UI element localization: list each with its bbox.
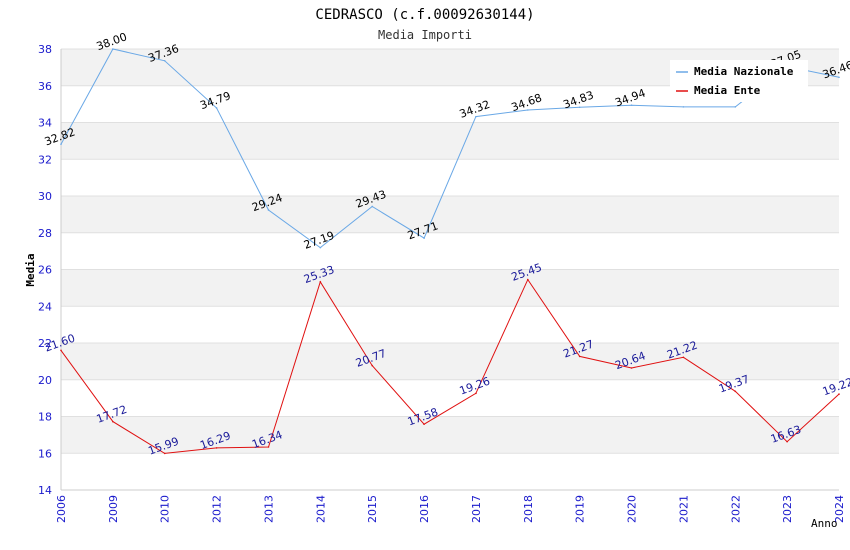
data-point xyxy=(682,106,685,108)
legend: Media Nazionale Media Ente xyxy=(670,60,808,102)
grid-band xyxy=(61,453,839,490)
x-tick-label: 2020 xyxy=(626,495,639,523)
x-tick-label: 2010 xyxy=(159,495,172,523)
y-axis-ticks: 14 16 18 20 22 24 26 28 30 32 34 36 38 xyxy=(38,43,52,497)
data-point xyxy=(527,278,529,281)
data-point xyxy=(786,440,788,443)
data-point xyxy=(163,452,166,455)
data-point xyxy=(267,209,270,211)
y-tick-label: 34 xyxy=(38,117,52,130)
x-tick-label: 2021 xyxy=(677,495,690,523)
x-tick-label: 2023 xyxy=(781,495,794,523)
y-tick-label: 16 xyxy=(38,447,52,460)
data-point xyxy=(734,106,737,108)
data-point xyxy=(112,48,114,50)
data-point xyxy=(371,364,374,367)
grid-band xyxy=(61,306,839,343)
grid-band xyxy=(61,232,839,270)
data-point xyxy=(475,392,477,395)
data-point xyxy=(319,246,322,249)
y-tick-label: 24 xyxy=(38,300,52,313)
data-point xyxy=(578,106,581,109)
chart-title: CEDRASCO (c.f.00092630144) xyxy=(315,7,534,23)
data-point xyxy=(112,420,114,423)
chart-subtitle: Media Importi xyxy=(378,28,472,42)
y-tick-label: 14 xyxy=(38,484,52,497)
data-point xyxy=(423,237,425,239)
data-point xyxy=(630,367,633,369)
x-tick-label: 2012 xyxy=(211,495,224,523)
x-tick-label: 2016 xyxy=(418,495,431,523)
y-tick-label: 36 xyxy=(38,80,52,93)
grid-band xyxy=(61,196,839,233)
x-tick-label: 2019 xyxy=(574,495,587,523)
grid-bands xyxy=(60,48,839,491)
y-tick-label: 38 xyxy=(38,43,52,56)
x-axis-ticks: 2006 2009 2010 2012 2013 2014 2015 2016 2017 2018… xyxy=(55,495,846,523)
y-tick-label: 18 xyxy=(38,411,52,424)
data-point xyxy=(60,349,62,352)
data-point xyxy=(734,390,737,393)
data-point xyxy=(682,356,685,359)
grid-band xyxy=(61,269,839,307)
data-point xyxy=(215,107,218,109)
legend-label-nazionale: Media Nazionale xyxy=(694,65,794,78)
series-line-0 xyxy=(60,48,840,249)
data-point xyxy=(838,393,840,395)
x-tick-label: 2014 xyxy=(314,495,327,523)
y-tick-label: 28 xyxy=(38,227,52,240)
legend-box xyxy=(670,60,808,102)
y-tick-label: 32 xyxy=(38,153,52,166)
data-point xyxy=(163,59,166,62)
x-tick-label: 2009 xyxy=(107,495,120,523)
x-tick-label: 2015 xyxy=(366,495,379,523)
y-tick-label: 30 xyxy=(38,190,52,203)
x-axis-label: Anno xyxy=(811,517,838,530)
data-point xyxy=(423,423,425,426)
data-point xyxy=(527,109,529,111)
legend-label-ente: Media Ente xyxy=(694,84,761,97)
data-point xyxy=(630,104,633,107)
x-tick-label: 2017 xyxy=(470,495,483,523)
series-layer xyxy=(60,48,840,455)
x-tick-label: 2018 xyxy=(522,495,535,523)
data-point xyxy=(578,355,581,358)
data-point xyxy=(215,447,218,449)
x-tick-label: 2006 xyxy=(55,495,68,523)
grid-band xyxy=(61,416,839,454)
grid-band xyxy=(61,122,839,160)
y-tick-label: 20 xyxy=(38,374,52,387)
y-tick-label: 22 xyxy=(38,337,52,350)
grid-band xyxy=(61,343,839,380)
y-axis-label: Media xyxy=(24,253,37,286)
data-point xyxy=(60,143,62,145)
x-tick-label: 2013 xyxy=(262,495,275,523)
grid-band xyxy=(61,379,839,417)
data-point xyxy=(838,76,840,79)
data-point xyxy=(475,115,477,118)
data-point xyxy=(267,446,270,448)
series-line-1 xyxy=(60,278,840,454)
data-point xyxy=(319,281,322,283)
x-tick-label: 2022 xyxy=(729,495,742,523)
data-point xyxy=(371,205,374,208)
x-tick-label: 2024 xyxy=(833,495,846,523)
y-tick-label: 26 xyxy=(38,264,52,277)
